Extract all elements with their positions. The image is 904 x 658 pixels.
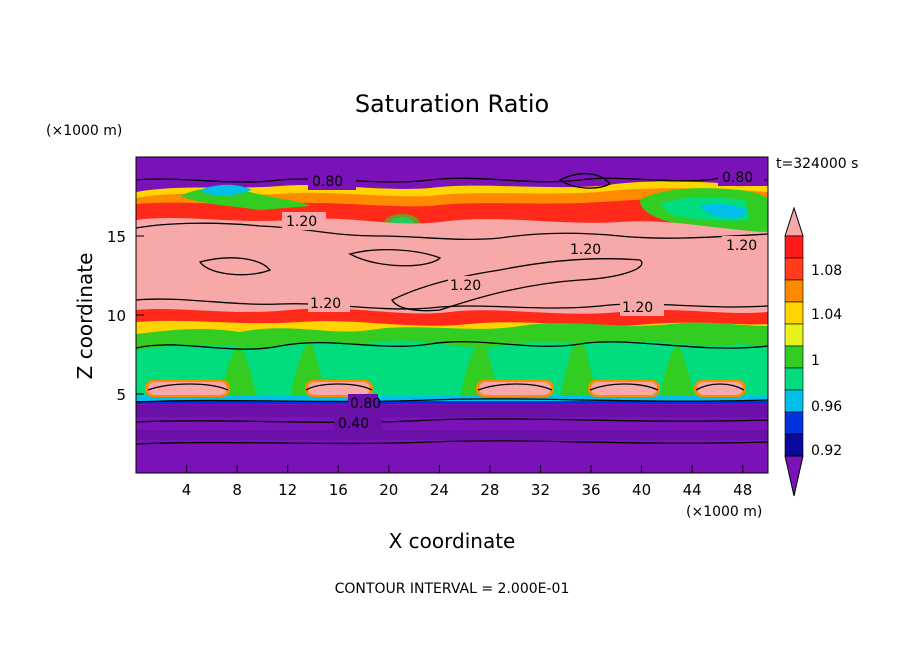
field-green-plume [560,334,598,398]
x-tick-label: 44 [683,481,702,499]
contour-label: 1.20 [286,214,317,230]
x-tick-label: 40 [632,481,651,499]
colorbar-bottom-extension [784,455,804,497]
x-tick-label: 12 [278,481,297,499]
contour-label: 0.80 [312,174,343,190]
field-low-band [136,430,768,440]
colorbar-swatch [784,257,804,281]
x-axis-label: X coordinate [389,529,516,553]
colorbar-swatch [784,301,804,325]
contour-lines [136,173,768,445]
x-tick-label: 24 [430,481,449,499]
contour-label: 1.20 [310,296,341,312]
time-label: t=324000 s [776,156,858,172]
field-green-plume [660,344,696,398]
y-tick-label: 10 [107,307,126,325]
x-tick-label: 20 [379,481,398,499]
field-yellow-band [136,181,768,198]
colorbar-label: 0.92 [811,443,842,459]
field-cyan-strip [136,396,768,401]
x-tick-label: 16 [329,481,348,499]
x-axis-unit: (×1000 m) [686,504,762,520]
contour-label: 1.20 [726,238,757,254]
contour-label-boxes-pink [282,212,766,316]
y-axis-label: Z coordinate [73,253,97,380]
colorbar-swatch [784,323,804,347]
colorbar-swatch [784,411,804,435]
colorbar: 1.08 1.04 1 0.96 0.92 [784,206,842,497]
colorbar-swatch [784,367,804,391]
x-tick-label: 32 [531,481,550,499]
colorbar-top-extension [784,206,804,237]
field-low-band [136,405,768,417]
colorbar-swatch [784,433,804,457]
contour-label-boxes [308,168,764,430]
colorbar-swatch [784,279,804,303]
y-tick-label: 15 [107,228,126,246]
contour-label: 0.80 [350,396,381,412]
x-tick-label: 36 [581,481,600,499]
y-tick-label: 5 [116,386,126,404]
colorbar-swatch [784,389,804,413]
colorbar-swatch [784,235,804,259]
field-green-plume [220,344,258,398]
field-cyan-wisp [700,203,748,219]
contour-interval-note: CONTOUR INTERVAL = 2.000E-01 [335,581,570,597]
x-tick-label: 28 [480,481,499,499]
y-axis-unit: (×1000 m) [46,123,122,139]
x-tick-label: 4 [182,481,192,499]
colorbar-swatch [784,345,804,369]
colorbar-label: 0.96 [811,399,842,415]
x-axis: 4 8 12 16 20 24 28 32 36 40 44 48 [182,465,752,499]
x-tick-label: 48 [733,481,752,499]
plot-area: 0.80 0.80 1.20 1.20 1.20 1.20 1.20 1.20 … [136,157,768,473]
contour-label: 1.20 [450,278,481,294]
y-axis: 5 10 15 [107,228,144,404]
field-cyan-wisp [200,184,252,196]
colorbar-label: 1 [811,353,820,369]
colorbar-label: 1.04 [811,307,842,323]
contour-label: 1.20 [622,300,653,316]
contour-label: 0.80 [722,170,753,186]
chart-title: Saturation Ratio [355,90,549,118]
field-blue-strip [136,401,768,404]
x-tick-label: 8 [232,481,242,499]
colorbar-label: 1.08 [811,263,842,279]
contour-label: 1.20 [570,242,601,258]
contour-label: 0.40 [338,416,369,432]
